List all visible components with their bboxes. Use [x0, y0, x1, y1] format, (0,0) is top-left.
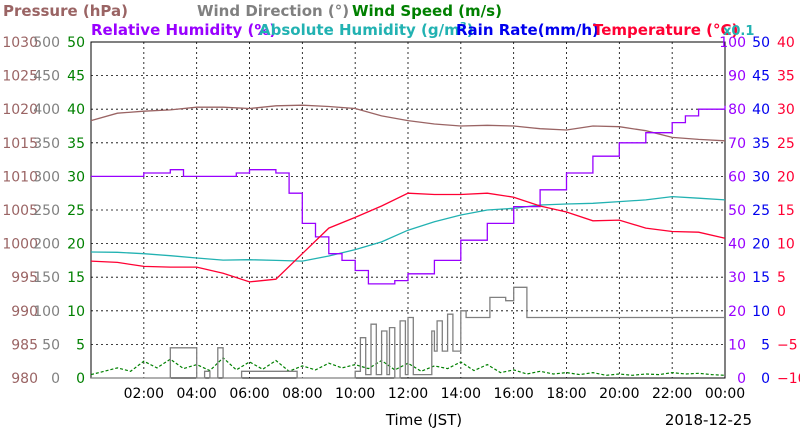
tick-label-wind-direction: 400	[33, 102, 60, 118]
tick-label-temperature: −10	[777, 371, 800, 387]
tick-label-humidity: 30	[728, 270, 746, 286]
tick-label-pressure: 1030	[2, 35, 38, 51]
tick-label-humidity: 60	[728, 169, 746, 185]
legend-entry: Rain Rate(mm/h)	[456, 21, 599, 39]
tick-label-humidity: 90	[728, 69, 746, 85]
tick-label-wind-direction: 100	[33, 304, 60, 320]
x-axis-title: Time (JST)	[385, 411, 462, 429]
tick-label-wind-direction: 0	[51, 371, 60, 387]
tick-label-rain: 0	[761, 371, 770, 387]
tick-label-wind-direction: 50	[42, 337, 60, 353]
tick-label-humidity: 100	[719, 35, 746, 51]
x-tick-label: 12:00	[388, 386, 428, 402]
tick-label-wind-direction: 150	[33, 270, 60, 286]
tick-label-pressure: 985	[11, 337, 38, 353]
tick-label-humidity: 10	[728, 337, 746, 353]
tick-label-pressure: 1020	[2, 102, 38, 118]
tick-label-pressure: 1010	[2, 169, 38, 185]
tick-label-rain: 10	[752, 304, 770, 320]
x-tick-label: 22:00	[652, 386, 692, 402]
legend-entry: Pressure (hPa)	[3, 2, 128, 20]
tick-label-wind-direction: 250	[33, 203, 60, 219]
tick-label-wind-speed: 0	[76, 371, 85, 387]
x-tick-label: 04:00	[176, 386, 216, 402]
tick-label-pressure: 980	[11, 371, 38, 387]
tick-label-wind-speed: 10	[67, 304, 85, 320]
tick-label-temperature: −5	[777, 337, 798, 353]
tick-label-wind-speed: 20	[67, 237, 85, 253]
tick-label-pressure: 995	[11, 270, 38, 286]
x-tick-label: 20:00	[599, 386, 639, 402]
tick-label-wind-direction: 300	[33, 169, 60, 185]
tick-label-wind-speed: 40	[67, 102, 85, 118]
legend-entry: Temperature (°C)	[593, 21, 738, 39]
tick-label-temperature: 0	[777, 304, 786, 320]
tick-label-wind-speed: 45	[67, 69, 85, 85]
tick-label-rain: 35	[752, 136, 770, 152]
tick-label-wind-speed: 30	[67, 169, 85, 185]
series-group	[90, 104, 726, 379]
tick-label-rain: 25	[752, 203, 770, 219]
tick-label-wind-direction: 200	[33, 237, 60, 253]
tick-label-wind-direction: 350	[33, 136, 60, 152]
x-tick-label: 10:00	[335, 386, 375, 402]
chart-date: 2018-12-25	[665, 411, 752, 429]
tick-label-humidity: 50	[728, 203, 746, 219]
tick-label-temperature: 30	[777, 102, 795, 118]
tick-label-pressure: 1000	[2, 237, 38, 253]
tick-label-temperature: 40	[777, 35, 795, 51]
axes-group: 1030102510201015101010051000995990985980…	[2, 35, 800, 402]
tick-label-humidity: 70	[728, 136, 746, 152]
series-line-relative-humidity	[91, 105, 726, 285]
x-tick-label: 14:00	[441, 386, 481, 402]
tick-label-wind-speed: 50	[67, 35, 85, 51]
legend-entry: Absolute Humidity (g/m3)	[259, 21, 474, 39]
tick-label-rain: 5	[761, 337, 770, 353]
tick-label-pressure: 1025	[2, 69, 38, 85]
x-tick-label: 00:00	[705, 386, 745, 402]
series-line-pressure	[90, 104, 726, 142]
tick-label-wind-direction: 500	[33, 35, 60, 51]
tick-label-temperature: 20	[777, 169, 795, 185]
tick-label-wind-speed: 35	[67, 136, 85, 152]
tick-label-rain: 30	[752, 169, 770, 185]
legend-entry: x0.1	[723, 24, 754, 39]
legend: Pressure (hPa) Wind Direction (°) Wind Spe…	[3, 2, 754, 39]
legend-entry: Wind Speed (m/s)	[352, 2, 502, 20]
tick-label-pressure: 990	[11, 304, 38, 320]
tick-label-humidity: 80	[728, 102, 746, 118]
tick-label-wind-speed: 25	[67, 203, 85, 219]
tick-label-pressure: 1005	[2, 203, 38, 219]
series-line-temperature	[90, 192, 726, 283]
tick-label-wind-speed: 5	[76, 337, 85, 353]
tick-label-temperature: 35	[777, 69, 795, 85]
x-tick-label: 06:00	[229, 386, 269, 402]
legend-entry: Wind Direction (°)	[197, 2, 349, 20]
tick-label-humidity: 40	[728, 237, 746, 253]
tick-label-humidity: 20	[728, 304, 746, 320]
x-tick-label: 18:00	[546, 386, 586, 402]
tick-label-rain: 40	[752, 102, 770, 118]
tick-label-rain: 45	[752, 69, 770, 85]
x-tick-label: 08:00	[282, 386, 322, 402]
series-line-wind-direction	[91, 286, 725, 379]
x-tick-label: 02:00	[124, 386, 164, 402]
tick-label-wind-speed: 15	[67, 270, 85, 286]
legend-entry: Relative Humidity (%)	[91, 21, 276, 39]
tick-label-temperature: 10	[777, 237, 795, 253]
tick-label-rain: 15	[752, 270, 770, 286]
tick-label-temperature: 5	[777, 270, 786, 286]
tick-label-humidity: 0	[737, 371, 746, 387]
tick-label-temperature: 15	[777, 203, 795, 219]
series-line-absolute-humidity	[90, 195, 726, 262]
tick-label-wind-direction: 450	[33, 69, 60, 85]
x-tick-label: 16:00	[493, 386, 533, 402]
tick-label-pressure: 1015	[2, 136, 38, 152]
tick-label-rain: 20	[752, 237, 770, 253]
tick-label-temperature: 25	[777, 136, 795, 152]
tick-label-rain: 50	[752, 35, 770, 51]
